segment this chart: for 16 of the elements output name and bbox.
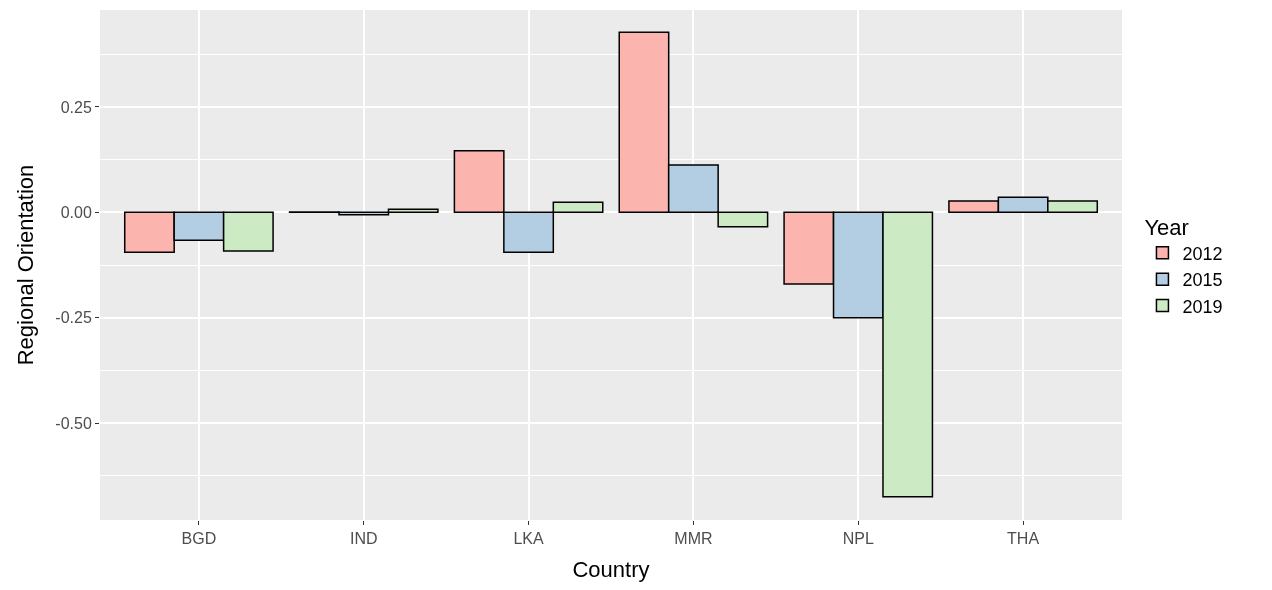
y-axis-title: Regional Orientation (13, 164, 39, 366)
y-tick-label: 0.25 (60, 98, 92, 116)
legend-label: 2012 (1182, 243, 1223, 264)
legend-label: 2015 (1182, 270, 1223, 291)
legend-title: Year (1144, 214, 1189, 240)
y-tick-label: 0.00 (60, 203, 92, 221)
x-tick-label: IND (349, 530, 378, 548)
y-tick-label: -0.50 (55, 414, 92, 432)
x-axis-title: Country (572, 557, 650, 583)
y-tick-label: -0.25 (55, 309, 92, 327)
x-tick-label: LKA (513, 530, 545, 548)
legend-label: 2019 (1182, 296, 1223, 317)
x-tick-label: THA (1007, 530, 1040, 548)
x-tick-label: MMR (674, 530, 713, 548)
x-tick-label: BGD (181, 530, 217, 548)
x-tick-label: NPL (842, 530, 874, 548)
